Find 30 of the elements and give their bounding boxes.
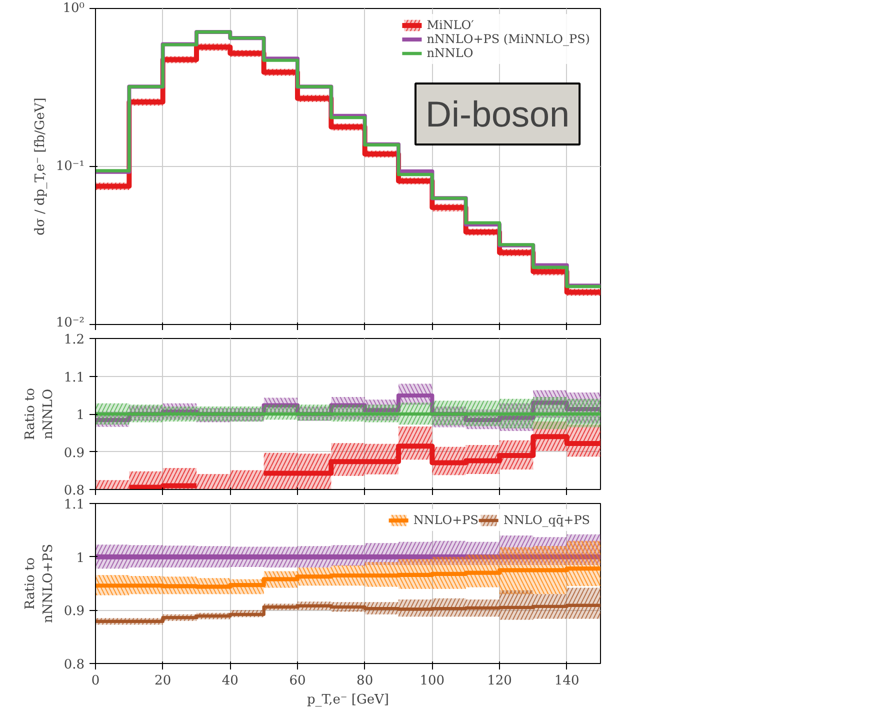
y-tick-label: 1.1 (64, 370, 85, 386)
y-tick-label: 1.1 (64, 498, 85, 512)
y-tick-label: 0.9 (64, 446, 85, 461)
annotation: Di-boson (426, 94, 570, 134)
x-tick-label: 140 (554, 674, 580, 688)
legend-label: MiNLO′ (426, 18, 474, 32)
x-tick-label: 20 (154, 674, 172, 688)
y-tick-label: 10⁰ (62, 1, 85, 16)
y-tick-label: 1 (76, 408, 85, 423)
y-tick-label: 0.9 (64, 604, 85, 620)
y-axis-title: Ratio to nNNLO+PS (22, 544, 56, 623)
legend-label: nNNLO+PS (MiNNLO_PS) (426, 32, 590, 46)
y-axis-title: dσ / dp_T,e⁻ [fb/GeV] (32, 98, 48, 236)
y-tick-label: 1.2 (64, 332, 85, 348)
y-tick-label: 0.8 (64, 658, 85, 672)
y-tick-label: 1 (76, 550, 85, 566)
x-axis-title: p_T,e⁻ [GeV] (306, 692, 390, 708)
legend-label: NNLO_qq̄+PS (503, 513, 590, 527)
x-tick-label: 120 (487, 674, 512, 688)
legend-label: nNNLO (426, 46, 474, 60)
x-tick-label: 0 (91, 674, 100, 688)
legend-label: NNLO+PS (413, 513, 478, 527)
y-axis-title: Ratio to nNNLO (22, 388, 56, 440)
x-tick-label: 80 (356, 674, 374, 688)
y-tick-label: 0.8 (64, 484, 85, 498)
y-tick-label: 10⁻¹ (56, 159, 85, 174)
x-tick-label: 40 (222, 674, 238, 688)
x-tick-label: 60 (289, 674, 306, 688)
y-tick-label: 10⁻² (56, 316, 85, 330)
x-tick-label: 100 (420, 674, 445, 688)
